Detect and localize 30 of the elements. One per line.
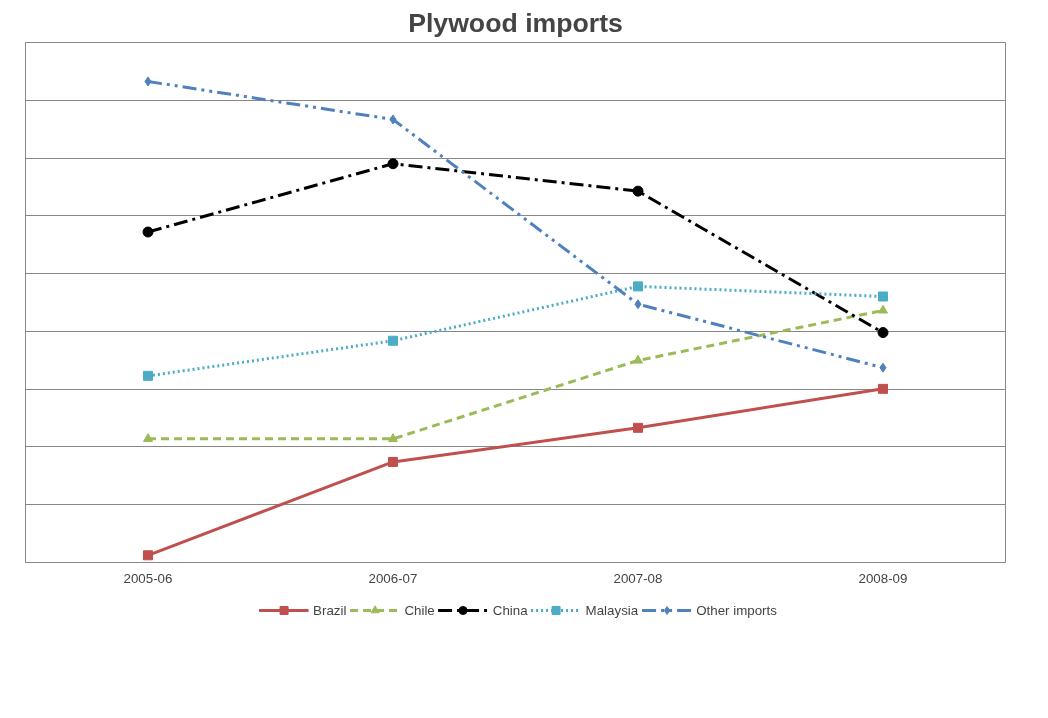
point	[387, 158, 399, 170]
legend-label: Other imports	[696, 602, 777, 618]
point	[388, 456, 398, 467]
legend-label: Brazil	[313, 602, 347, 618]
point	[633, 354, 643, 364]
point	[878, 291, 888, 302]
point	[142, 226, 154, 238]
x-tick-label: 2007-08	[613, 570, 663, 586]
point	[143, 550, 153, 561]
legend-label: Malaysia	[585, 602, 639, 618]
point	[633, 422, 643, 433]
point	[388, 335, 398, 346]
point	[878, 383, 888, 394]
legend-label: Chile	[404, 602, 435, 618]
point	[633, 281, 643, 292]
x-tick-label: 2008-09	[858, 570, 908, 586]
x-tick-label: 2006-07	[368, 570, 418, 586]
point	[632, 185, 644, 197]
point	[879, 362, 887, 373]
point	[878, 304, 888, 314]
x-tick-label: 2005-06	[123, 570, 173, 586]
point	[143, 370, 153, 381]
point	[143, 433, 153, 442]
point	[144, 76, 152, 87]
chart-title: Plywood imports	[408, 7, 623, 38]
point	[388, 433, 398, 442]
legend-label: China	[492, 602, 528, 618]
point	[634, 299, 642, 310]
point	[877, 327, 889, 339]
point	[389, 114, 397, 125]
